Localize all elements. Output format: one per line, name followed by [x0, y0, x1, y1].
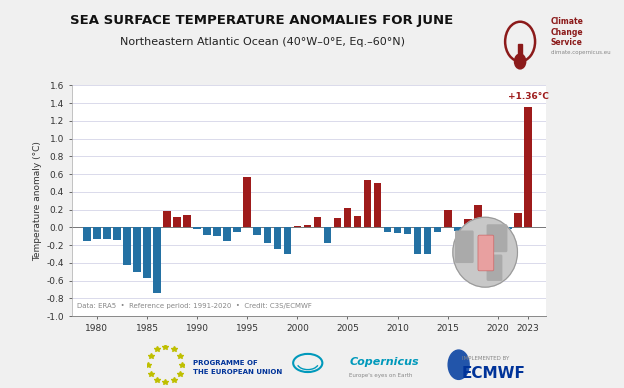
Text: +1.36°C: +1.36°C [507, 92, 548, 101]
Bar [384, 227, 391, 232]
Circle shape [514, 54, 525, 69]
Bar [243, 177, 251, 227]
Bar [193, 227, 201, 229]
Bar [143, 227, 151, 278]
FancyBboxPatch shape [487, 224, 507, 252]
Text: ECMWF: ECMWF [462, 366, 525, 381]
Bar [518, 44, 522, 61]
Circle shape [453, 217, 517, 287]
Bar [93, 227, 100, 239]
Bar [374, 183, 381, 227]
Bar [414, 227, 421, 254]
Text: Climate: Climate [551, 17, 584, 26]
Bar [293, 226, 301, 227]
Bar [494, 227, 502, 263]
Bar [113, 227, 120, 240]
Bar [154, 227, 161, 293]
FancyBboxPatch shape [455, 230, 474, 263]
Bar [524, 107, 532, 227]
Bar [103, 227, 110, 239]
Text: SEA SURFACE TEMPERATURE ANOMALIES FOR JUNE: SEA SURFACE TEMPERATURE ANOMALIES FOR JU… [71, 14, 454, 27]
Bar [444, 210, 452, 227]
Bar [163, 211, 171, 227]
Bar [83, 227, 90, 241]
Y-axis label: Temperature anomaly (°C): Temperature anomaly (°C) [33, 141, 42, 261]
Bar [394, 227, 401, 233]
Text: Service: Service [551, 38, 583, 47]
Bar [514, 213, 522, 227]
Text: Northeastern Atlantic Ocean (40°W–0°E, Eq.–60°N): Northeastern Atlantic Ocean (40°W–0°E, E… [120, 37, 404, 47]
Bar [304, 225, 311, 227]
Bar [464, 218, 472, 227]
FancyBboxPatch shape [478, 235, 494, 271]
Bar [133, 227, 140, 272]
Text: Copernicus: Copernicus [349, 357, 419, 367]
Bar [253, 227, 261, 236]
Bar [334, 218, 341, 227]
Bar [474, 205, 482, 227]
Bar [484, 222, 492, 227]
Bar [263, 227, 271, 242]
Text: Change: Change [551, 28, 583, 37]
Text: Europe's eyes on Earth: Europe's eyes on Earth [349, 373, 413, 378]
Bar [203, 227, 211, 234]
Bar [183, 215, 191, 227]
Bar [314, 217, 321, 227]
Bar [283, 227, 291, 254]
Bar [273, 227, 281, 249]
Text: climate.copernicus.eu: climate.copernicus.eu [551, 50, 612, 55]
Text: PROGRAMME OF: PROGRAMME OF [193, 360, 258, 366]
Bar [354, 216, 361, 227]
Circle shape [448, 350, 469, 379]
Bar [213, 227, 221, 236]
Bar [173, 217, 181, 227]
Bar [504, 227, 512, 229]
Bar [364, 180, 371, 227]
Bar [434, 227, 441, 232]
Text: THE EUROPEAN UNION: THE EUROPEAN UNION [193, 369, 283, 376]
Bar [123, 227, 130, 265]
Bar [424, 227, 431, 254]
Bar [404, 227, 411, 234]
Text: Data: ERA5  •  Reference period: 1991-2020  •  Credit: C3S/ECMWF: Data: ERA5 • Reference period: 1991-2020… [77, 303, 311, 309]
Bar [324, 227, 331, 242]
Bar [233, 227, 241, 232]
FancyBboxPatch shape [487, 255, 502, 281]
Bar [223, 227, 231, 241]
Bar [344, 208, 351, 227]
Bar [454, 227, 462, 231]
Text: IMPLEMENTED BY: IMPLEMENTED BY [462, 357, 509, 361]
